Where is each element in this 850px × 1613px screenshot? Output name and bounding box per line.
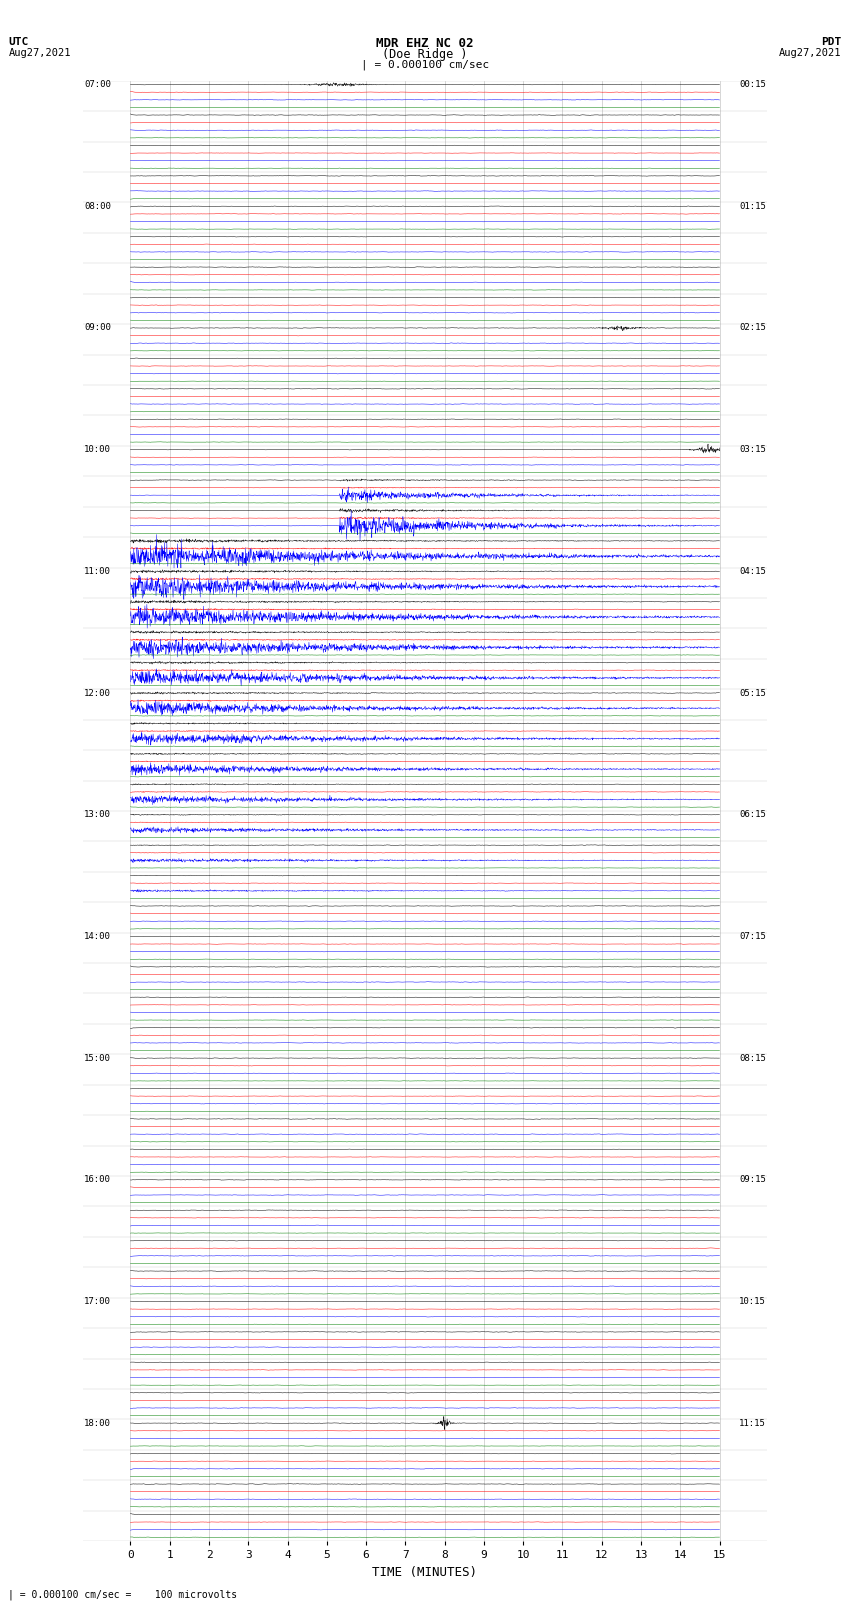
Text: 01:15: 01:15: [740, 202, 766, 211]
Text: UTC: UTC: [8, 37, 29, 47]
Text: | = 0.000100 cm/sec: | = 0.000100 cm/sec: [361, 60, 489, 71]
Text: 15:00: 15:00: [84, 1053, 110, 1063]
Text: 16:00: 16:00: [84, 1176, 110, 1184]
Text: 05:15: 05:15: [740, 689, 766, 697]
Text: (Doe Ridge ): (Doe Ridge ): [382, 48, 468, 61]
Text: 18:00: 18:00: [84, 1419, 110, 1428]
Text: 08:00: 08:00: [84, 202, 110, 211]
Text: 06:15: 06:15: [740, 810, 766, 819]
Text: 13:00: 13:00: [84, 810, 110, 819]
Text: 11:00: 11:00: [84, 566, 110, 576]
Text: 07:15: 07:15: [740, 932, 766, 940]
Text: Aug27,2021: Aug27,2021: [779, 48, 842, 58]
Text: 10:00: 10:00: [84, 445, 110, 455]
Text: 00:15: 00:15: [740, 81, 766, 89]
Text: 03:15: 03:15: [740, 445, 766, 455]
Text: PDT: PDT: [821, 37, 842, 47]
Text: 08:15: 08:15: [740, 1053, 766, 1063]
Text: MDR EHZ NC 02: MDR EHZ NC 02: [377, 37, 473, 50]
Text: 14:00: 14:00: [84, 932, 110, 940]
X-axis label: TIME (MINUTES): TIME (MINUTES): [372, 1566, 478, 1579]
Text: 02:15: 02:15: [740, 324, 766, 332]
Text: 17:00: 17:00: [84, 1297, 110, 1307]
Text: Aug27,2021: Aug27,2021: [8, 48, 71, 58]
Text: 09:00: 09:00: [84, 324, 110, 332]
Text: | = 0.000100 cm/sec =    100 microvolts: | = 0.000100 cm/sec = 100 microvolts: [8, 1589, 238, 1600]
Text: 12:00: 12:00: [84, 689, 110, 697]
Text: 04:15: 04:15: [740, 566, 766, 576]
Text: 10:15: 10:15: [740, 1297, 766, 1307]
Text: 11:15: 11:15: [740, 1419, 766, 1428]
Text: 07:00: 07:00: [84, 81, 110, 89]
Text: 09:15: 09:15: [740, 1176, 766, 1184]
